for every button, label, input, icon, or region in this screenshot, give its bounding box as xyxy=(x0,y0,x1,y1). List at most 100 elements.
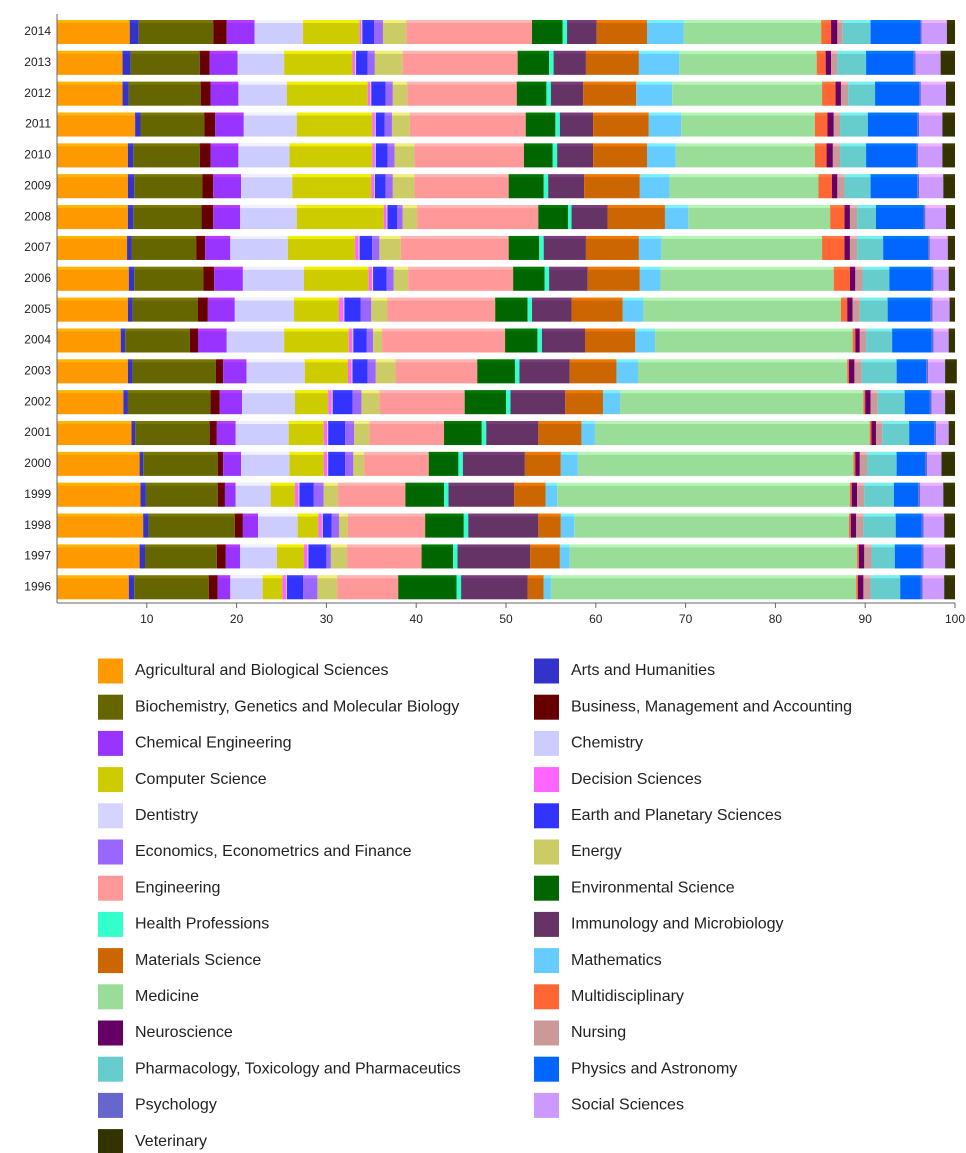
bar-segment-highlight xyxy=(238,143,290,147)
bar-segment xyxy=(688,205,831,230)
bar-segment xyxy=(840,81,849,106)
bar-segment-highlight xyxy=(920,575,923,579)
bar-segment xyxy=(672,81,823,106)
bar-segment-highlight xyxy=(328,421,346,425)
bar-segment-highlight xyxy=(213,174,242,178)
bar-segment xyxy=(210,143,239,168)
bar-segment-highlight xyxy=(448,482,515,486)
bar-segment-highlight xyxy=(132,359,216,363)
bar-segment xyxy=(134,174,203,199)
bar-segment xyxy=(948,266,955,291)
bar-segment xyxy=(894,544,922,569)
y-tick-label: 2014 xyxy=(24,24,51,38)
bar-segment-highlight xyxy=(148,513,235,517)
bar-segment-highlight xyxy=(223,359,247,363)
bar-segment xyxy=(135,421,210,446)
bar-segment xyxy=(825,50,832,75)
bar-segment-highlight xyxy=(235,482,271,486)
bar-segment xyxy=(949,297,955,322)
bar-segment xyxy=(289,451,324,476)
bar-segment-highlight xyxy=(356,50,368,54)
bar-segment xyxy=(560,513,575,538)
bar-segment-highlight xyxy=(57,81,123,85)
bar-segment xyxy=(127,235,132,260)
legend-label: Medicine xyxy=(135,988,199,1005)
bar-segment-highlight xyxy=(135,421,210,425)
bar-segment xyxy=(593,143,647,168)
bar-segment-highlight xyxy=(638,359,848,363)
bar-segment-highlight xyxy=(826,143,833,147)
x-tick-label: 50 xyxy=(499,612,513,626)
bar-segment xyxy=(282,575,286,600)
bar-segment xyxy=(370,81,372,106)
bar-segment-highlight xyxy=(859,451,867,455)
bar-segment xyxy=(216,421,236,446)
bar-segment xyxy=(122,50,131,75)
bar-segment-highlight xyxy=(414,174,509,178)
bar-segment xyxy=(241,451,290,476)
bar-segment xyxy=(241,390,295,415)
bar-segment-highlight xyxy=(538,421,582,425)
bar-segment xyxy=(822,235,845,260)
bar-segment xyxy=(352,359,368,384)
bar-segment xyxy=(57,513,144,538)
bar-segment-highlight xyxy=(374,143,376,147)
bar-segment xyxy=(210,390,220,415)
legend-label: Materials Science xyxy=(135,952,261,969)
y-tick-label: 2003 xyxy=(24,364,51,378)
bar-segment-highlight xyxy=(929,235,948,239)
bar-segment xyxy=(326,544,331,569)
bar-segment-highlight xyxy=(856,513,864,517)
bar-segment xyxy=(857,482,865,507)
bar-segment-highlight xyxy=(909,421,935,425)
bar-segment xyxy=(328,421,346,446)
bar-segment-highlight xyxy=(321,513,323,517)
bar-segment xyxy=(870,390,878,415)
bar-segment-highlight xyxy=(373,174,375,178)
legend-label: Decision Sciences xyxy=(571,771,702,788)
bar-segment xyxy=(638,50,680,75)
bar-segment-highlight xyxy=(559,112,594,116)
bar-segment-highlight xyxy=(928,235,930,239)
bar-segment-highlight xyxy=(946,20,955,23)
bar-segment-highlight xyxy=(135,112,141,116)
bar-segment xyxy=(929,390,932,415)
legend-label: Business, Management and Accounting xyxy=(571,698,852,715)
bar-segment xyxy=(866,50,914,75)
bar-segment-highlight xyxy=(587,266,640,270)
bar-segment-highlight xyxy=(199,50,210,54)
bar-segment xyxy=(620,390,864,415)
bar-segment xyxy=(517,50,550,75)
bar-segment-highlight xyxy=(895,513,922,517)
bar-segment xyxy=(397,205,403,230)
bar-segment xyxy=(358,235,360,260)
bar-segment xyxy=(354,421,370,446)
bar-segment-highlight xyxy=(246,359,305,363)
bar-segment xyxy=(134,575,209,600)
bar-segment-highlight xyxy=(882,421,910,425)
bar-segment-highlight xyxy=(323,451,328,455)
bar-segment xyxy=(545,482,558,507)
bar-segment xyxy=(366,328,374,353)
bar-segment xyxy=(855,328,860,353)
y-tick-label: 2010 xyxy=(24,148,51,162)
bar-segment xyxy=(209,50,238,75)
bar-segment-highlight xyxy=(616,359,639,363)
bar-segment-highlight xyxy=(524,451,561,455)
bar-segment-highlight xyxy=(367,359,376,363)
bar-segment-highlight xyxy=(887,297,931,301)
bar-segment xyxy=(143,513,149,538)
bar-segment xyxy=(353,451,365,476)
bar-segment xyxy=(369,421,445,446)
legend-swatch xyxy=(534,984,559,1010)
legend-swatch xyxy=(98,948,123,974)
bar-segment-highlight xyxy=(877,390,905,394)
bar-segment xyxy=(871,544,895,569)
bar-segment xyxy=(373,266,387,291)
bar-segment xyxy=(925,451,928,476)
bar-segment xyxy=(383,205,387,230)
bar-segment-highlight xyxy=(379,235,401,239)
bar-segment xyxy=(932,297,950,322)
bar-segment xyxy=(367,81,371,106)
bar-segment-highlight xyxy=(567,205,572,209)
